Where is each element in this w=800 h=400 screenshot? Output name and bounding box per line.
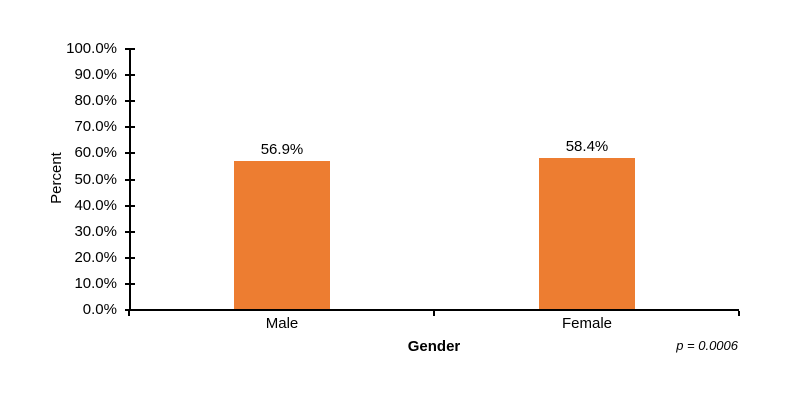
- y-tick-label: 20.0%: [74, 248, 117, 266]
- data-label-male: 56.9%: [260, 141, 304, 158]
- y-tick-mark: [125, 100, 135, 103]
- category-label-female: Female: [561, 315, 613, 332]
- p-value-annotation: p = 0.0006: [676, 338, 738, 353]
- x-tick-mark: [433, 311, 435, 316]
- y-tick-mark: [125, 48, 135, 50]
- category-label-male: Male: [265, 315, 299, 332]
- x-axis-title: Gender: [407, 338, 461, 355]
- y-tick-label: 70.0%: [74, 118, 117, 136]
- y-tick-mark: [125, 230, 135, 233]
- y-tick-label: 0.0%: [82, 301, 117, 318]
- y-tick-label: 50.0%: [74, 170, 117, 188]
- bar-female: [539, 158, 635, 309]
- y-tick-label: 100.0%: [66, 40, 117, 57]
- x-axis-line: [129, 309, 739, 311]
- data-label-female: 58.4%: [565, 138, 609, 155]
- y-tick-label: 60.0%: [74, 144, 117, 162]
- y-tick-label: 30.0%: [74, 222, 117, 240]
- y-tick-mark: [125, 204, 135, 207]
- y-tick-mark: [125, 256, 135, 259]
- bar-male: [234, 161, 330, 309]
- y-tick-label: 10.0%: [74, 274, 117, 292]
- y-tick-label: 40.0%: [74, 196, 117, 214]
- x-tick-mark: [738, 311, 740, 316]
- y-tick-label: 90.0%: [74, 66, 117, 84]
- y-tick-mark: [125, 126, 135, 129]
- y-tick-mark: [125, 74, 135, 77]
- y-tick-label: 80.0%: [74, 92, 117, 110]
- y-tick-mark: [125, 282, 135, 285]
- y-tick-mark: [125, 309, 135, 311]
- x-tick-mark: [128, 311, 130, 316]
- y-tick-mark: [125, 178, 135, 181]
- y-tick-mark: [125, 152, 135, 155]
